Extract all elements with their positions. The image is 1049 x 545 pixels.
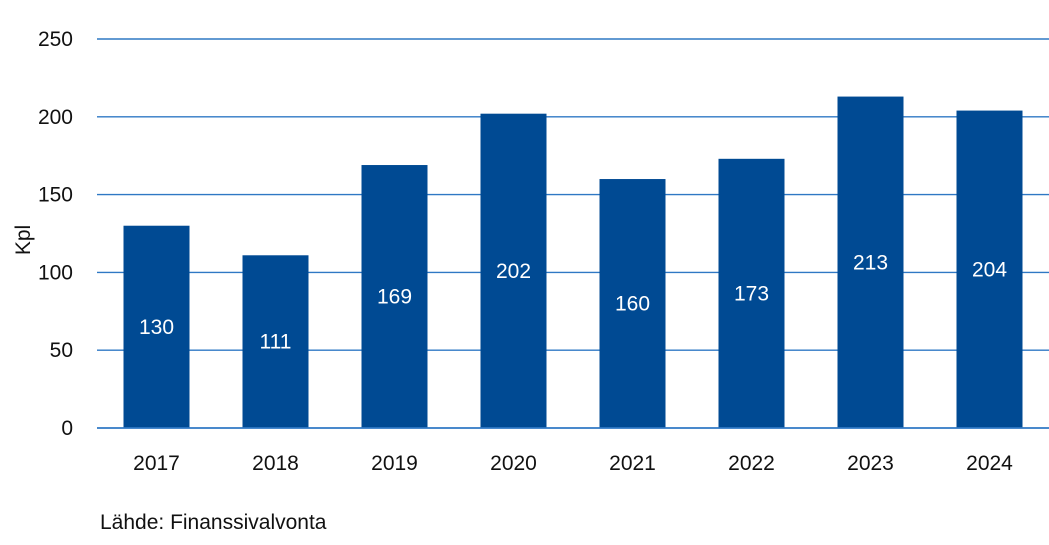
y-tick-label-100: 100 bbox=[38, 261, 73, 284]
data-label-2020: 202 bbox=[496, 260, 531, 283]
y-tick-label-200: 200 bbox=[38, 106, 73, 129]
y-tick-label-0: 0 bbox=[61, 417, 73, 440]
bar-2021 bbox=[599, 179, 666, 428]
bar-2020 bbox=[480, 113, 547, 429]
bar-2019 bbox=[361, 165, 428, 428]
x-tick-label-2020: 2020 bbox=[490, 452, 537, 475]
data-label-2018: 111 bbox=[260, 331, 292, 354]
y-tick-label-150: 150 bbox=[38, 184, 73, 207]
labels-layer: 130 111 169 202 160 173 213 204 bbox=[139, 251, 1007, 353]
bar-2023 bbox=[837, 96, 904, 429]
y-axis-title: Kpl bbox=[12, 225, 35, 255]
x-tick-label-2021: 2021 bbox=[609, 452, 656, 475]
bar-2024 bbox=[956, 110, 1023, 429]
data-label-2019: 169 bbox=[377, 286, 412, 309]
grid-layer bbox=[97, 38, 1049, 351]
data-label-2022: 173 bbox=[734, 282, 769, 305]
bar-2022 bbox=[718, 158, 785, 428]
data-label-2023: 213 bbox=[853, 251, 888, 274]
source-note: Lähde: Finanssivalvonta bbox=[100, 511, 327, 534]
bar-2017 bbox=[123, 225, 190, 428]
data-label-2024: 204 bbox=[972, 258, 1007, 281]
x-tick-label-2022: 2022 bbox=[728, 452, 775, 475]
data-label-2021: 160 bbox=[615, 293, 650, 316]
data-label-2017: 130 bbox=[139, 316, 174, 339]
y-tick-label-250: 250 bbox=[38, 28, 73, 51]
x-tick-label-2019: 2019 bbox=[371, 452, 418, 475]
x-tick-label-2024: 2024 bbox=[966, 452, 1013, 475]
x-tick-label-2023: 2023 bbox=[847, 452, 894, 475]
x-tick-label-2018: 2018 bbox=[252, 452, 299, 475]
y-tick-label-50: 50 bbox=[50, 339, 73, 362]
x-tick-label-2017: 2017 bbox=[133, 452, 180, 475]
bar-2018 bbox=[242, 255, 309, 428]
axis-layer: 0 50 100 150 200 250 2017 2018 2019 2020 2021 2022 2… bbox=[38, 28, 1049, 475]
bars-layer bbox=[123, 96, 1023, 429]
